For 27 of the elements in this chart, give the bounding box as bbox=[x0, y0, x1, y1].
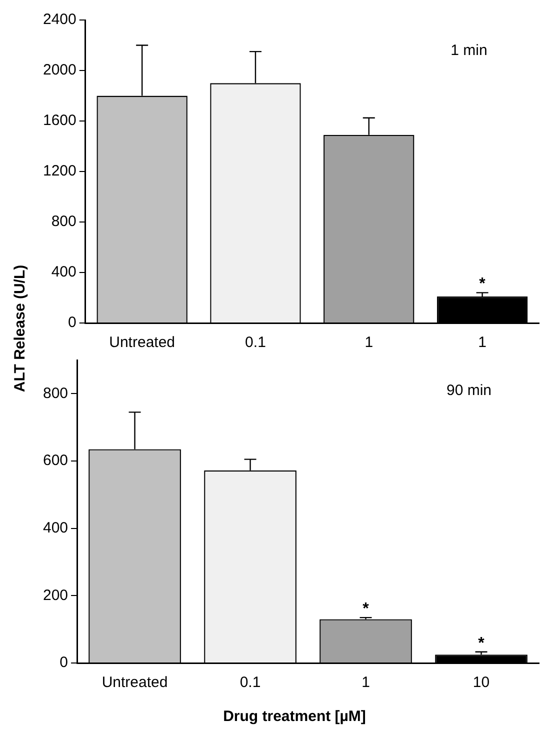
x-tick-label: 10 bbox=[472, 674, 490, 692]
x-axis-title: Drug treatment [µM] bbox=[222, 708, 367, 725]
annotation: 90 min bbox=[446, 382, 492, 399]
annotation: 1 min bbox=[450, 42, 488, 59]
y-tick-label: 400 bbox=[42, 519, 68, 536]
y-tick-label: 2000 bbox=[42, 62, 76, 79]
x-tick-label: 0.1 bbox=[245, 334, 266, 352]
y-axis-title: ALT Release (U/L) bbox=[12, 264, 28, 394]
data-label: * bbox=[479, 276, 486, 293]
y-tick-label: 1200 bbox=[42, 162, 76, 180]
x-tick-label: 0.1 bbox=[240, 674, 261, 692]
data-label: * bbox=[362, 600, 370, 618]
y-tick-label: 0 bbox=[60, 654, 68, 672]
y-tick-label: 0 bbox=[68, 314, 76, 332]
data-label: * bbox=[478, 634, 486, 652]
y-tick-label: 1600 bbox=[42, 112, 76, 130]
x-tick-label: Untreated bbox=[102, 674, 168, 692]
y-tick-label: 400 bbox=[51, 264, 76, 281]
x-tick-label: 1 bbox=[362, 674, 370, 692]
y-tick-label: 800 bbox=[51, 213, 76, 230]
y-tick-label: 2400 bbox=[42, 11, 76, 28]
y-tick-label: 600 bbox=[42, 452, 68, 470]
y-tick-label: 200 bbox=[42, 586, 68, 604]
x-tick-label: Untreated bbox=[109, 334, 176, 352]
x-tick-label: 1 bbox=[478, 334, 486, 352]
x-tick-label: 1 bbox=[364, 334, 374, 352]
y-tick-label: 800 bbox=[42, 384, 68, 402]
